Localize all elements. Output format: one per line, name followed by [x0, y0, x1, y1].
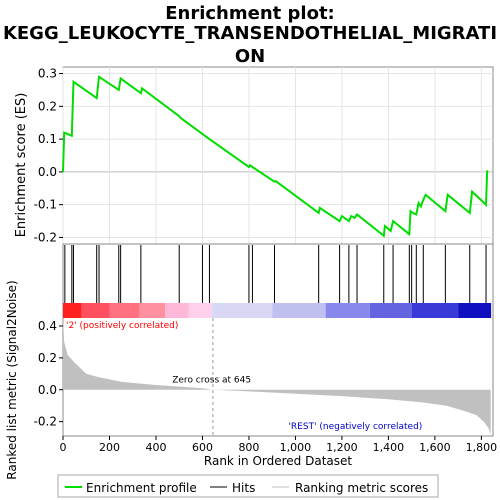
- color-bar-segment: [272, 303, 326, 318]
- metric-y-axis-ticks: -0.2 0.0 0.2 0.4: [34, 319, 63, 429]
- color-bar-segment: [165, 303, 189, 318]
- negative-correlation-label: 'REST' (negatively correlated): [288, 422, 422, 432]
- plot-frame: [62, 66, 494, 437]
- color-bar-segment: [458, 303, 492, 318]
- positive-correlation-label: '2' (positively correlated): [66, 321, 178, 331]
- chart-title-line-1: Enrichment plot:: [165, 3, 335, 24]
- metric-panel: -0.2 0.0 0.2 0.4 Zero cross at 645 '2' (pos…: [5, 280, 491, 480]
- chart-title-line-3: ON: [235, 46, 265, 67]
- color-bar-segment: [63, 303, 82, 318]
- legend-enrichment-label: Enrichment profile: [86, 481, 197, 495]
- legend-metric-label: Ranking metric scores: [295, 481, 428, 495]
- x-tick-label: 1,000: [280, 441, 312, 454]
- es-y-tick-label: -0.2: [34, 230, 57, 244]
- x-tick-label: 1,400: [373, 441, 405, 454]
- legend: Enrichment profile Hits Ranking metric s…: [57, 474, 439, 498]
- es-y-axis-label: Enrichment score (ES): [14, 93, 29, 238]
- metric-y-axis-label: Ranked list metric (Signal2Noise): [5, 280, 19, 479]
- x-tick-label: 400: [145, 441, 166, 454]
- x-tick-label: 600: [192, 441, 213, 454]
- color-bar-segment: [188, 303, 212, 318]
- x-tick-label: 1,800: [466, 441, 498, 454]
- ranking-color-bar: [63, 303, 492, 318]
- metric-y-tick-label: 0.2: [38, 351, 57, 365]
- hits-panel: [64, 245, 487, 303]
- chart-title-line-2: KEGG_LEUKOCYTE_TRANSENDOTHELIAL_MIGRATI: [3, 23, 497, 44]
- es-gridlines: [62, 67, 493, 245]
- es-y-tick-label: 0.1: [38, 132, 57, 146]
- es-y-axis-ticks: -0.2 -0.1 0.0 0.1 0.2 0.3: [34, 67, 63, 244]
- color-bar-segment: [411, 303, 459, 318]
- color-bar-segment: [81, 303, 110, 318]
- color-bar-segment: [369, 303, 412, 318]
- es-panel: -0.2 -0.1 0.0 0.1 0.2 0.3 Enrichment score (E…: [14, 67, 493, 245]
- color-bar-segment: [139, 303, 166, 318]
- color-bar-segment: [325, 303, 370, 318]
- x-tick-label: 1,200: [326, 441, 358, 454]
- x-tick-label: 800: [238, 441, 259, 454]
- enrichment-curve: [62, 75, 489, 238]
- x-tick-label: 1,600: [419, 441, 451, 454]
- es-y-tick-label: 0.0: [38, 165, 57, 179]
- es-y-tick-label: 0.3: [38, 67, 57, 81]
- ranking-metric-area: [63, 318, 491, 435]
- zero-cross-label: Zero cross at 645: [172, 376, 251, 386]
- x-tick-label: 200: [99, 441, 120, 454]
- legend-box: [57, 474, 439, 498]
- color-bar-segment: [211, 303, 273, 318]
- es-y-tick-label: 0.2: [38, 99, 57, 113]
- es-y-tick-label: -0.1: [34, 198, 57, 212]
- legend-hits-label: Hits: [232, 481, 255, 495]
- metric-y-tick-label: 0.0: [38, 383, 57, 397]
- metric-y-tick-label: 0.4: [38, 319, 57, 333]
- x-axis-label: Rank in Ordered Dataset: [204, 454, 352, 468]
- color-bar-segment: [109, 303, 140, 318]
- x-axis-ticks: 0 200 400 600 800 1,000 1,200 1,400 1,600 1,800: [60, 436, 498, 454]
- x-tick-label: 0: [60, 441, 67, 454]
- metric-y-tick-label: -0.2: [34, 415, 57, 429]
